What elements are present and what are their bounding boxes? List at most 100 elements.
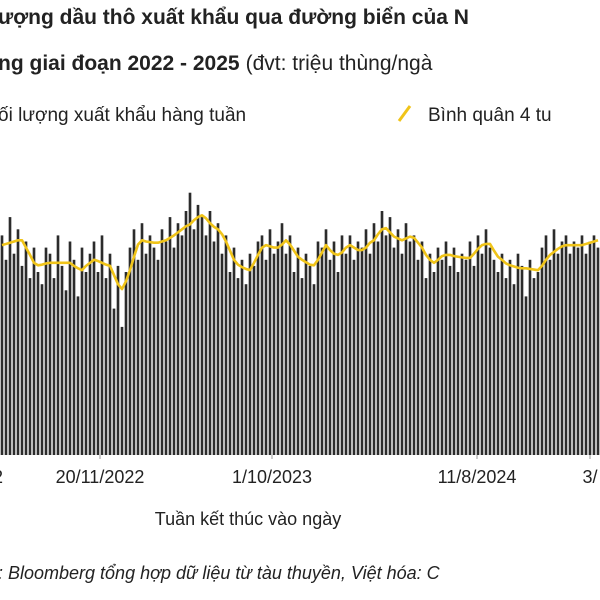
bar <box>524 296 528 455</box>
bar <box>536 272 540 455</box>
bar <box>400 253 404 455</box>
bar <box>268 229 272 455</box>
bar <box>488 247 492 455</box>
bar <box>52 278 56 455</box>
bar <box>8 217 12 455</box>
bar <box>200 217 204 455</box>
bar <box>544 235 548 455</box>
bar <box>428 253 432 455</box>
bar <box>220 253 224 455</box>
bar <box>192 229 196 455</box>
bar <box>72 259 76 455</box>
bar <box>216 223 220 455</box>
bar <box>412 235 416 455</box>
bar <box>464 259 468 455</box>
bar <box>92 241 96 455</box>
bar <box>100 235 104 455</box>
bar <box>144 253 148 455</box>
bar <box>528 259 532 455</box>
bar <box>392 247 396 455</box>
x-tick-label: 20/11/2022 <box>56 467 145 487</box>
bar <box>316 241 320 455</box>
bar <box>48 253 52 455</box>
bar <box>312 284 316 455</box>
bar <box>292 272 296 455</box>
bar <box>500 253 504 455</box>
bar <box>376 241 380 455</box>
bar <box>232 247 236 455</box>
bar <box>56 235 60 455</box>
legend-label: ối lượng xuất khẩu hàng tuần <box>0 105 246 126</box>
bar <box>120 326 124 455</box>
bar <box>424 278 428 455</box>
bar <box>596 247 600 455</box>
bar <box>96 272 100 455</box>
bar <box>184 211 188 455</box>
bar <box>296 247 300 455</box>
bar <box>284 253 288 455</box>
bar <box>380 211 384 455</box>
bar <box>448 265 452 455</box>
bar <box>404 223 408 455</box>
bar <box>540 247 544 455</box>
bar <box>420 241 424 455</box>
bar <box>332 241 336 455</box>
bar <box>76 296 80 455</box>
bar <box>256 241 260 455</box>
bar <box>320 247 324 455</box>
bar <box>584 253 588 455</box>
bar <box>164 241 168 455</box>
bar <box>24 241 28 455</box>
bar <box>264 259 268 455</box>
bar <box>116 265 120 455</box>
bar <box>188 192 192 455</box>
bar <box>112 308 116 455</box>
bar <box>32 247 36 455</box>
bar <box>84 272 88 455</box>
bar <box>328 259 332 455</box>
bar <box>20 265 24 455</box>
x-tick-label: 3/ <box>582 467 597 487</box>
bar <box>168 217 172 455</box>
bar <box>368 253 372 455</box>
bar <box>300 278 304 455</box>
bar <box>440 259 444 455</box>
line <box>1 213 599 291</box>
bar <box>384 235 388 455</box>
bar <box>480 253 484 455</box>
bar <box>460 253 464 455</box>
bar <box>240 259 244 455</box>
bar <box>60 265 64 455</box>
bar <box>444 241 448 455</box>
x-tick-label: 2 <box>0 467 3 487</box>
bar <box>288 235 292 455</box>
x-tick-label: 1/10/2023 <box>232 467 312 487</box>
bar <box>360 247 364 455</box>
bar <box>140 223 144 455</box>
bar <box>40 284 44 455</box>
bar <box>356 241 360 455</box>
bar <box>304 253 308 455</box>
bar <box>572 241 576 455</box>
bar <box>16 229 20 455</box>
bar <box>576 247 580 455</box>
bar <box>196 204 200 455</box>
bar <box>468 241 472 455</box>
bar <box>372 223 376 455</box>
bar <box>152 247 156 455</box>
bar <box>548 259 552 455</box>
bar <box>588 241 592 455</box>
bar <box>496 272 500 455</box>
bar <box>172 247 176 455</box>
bar <box>512 284 516 455</box>
bar <box>508 259 512 455</box>
unit-note: (đvt: triệu thùng/ngà <box>246 52 433 75</box>
bar <box>244 284 248 455</box>
bar <box>272 253 276 455</box>
source-note: : Bloomberg tổng hợp dữ liệu từ tàu thuy… <box>0 563 441 583</box>
bar <box>224 235 228 455</box>
bar <box>36 272 40 455</box>
bar <box>280 223 284 455</box>
